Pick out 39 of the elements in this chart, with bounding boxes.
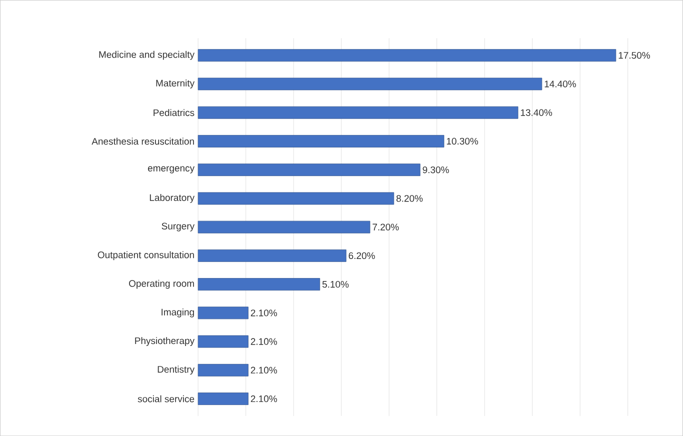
bar	[198, 192, 394, 205]
bar	[198, 78, 542, 90]
data-label: 2.10%	[250, 366, 277, 374]
y-tick-label: emergency	[148, 166, 195, 174]
y-tick-label: Outpatient consultation	[98, 251, 194, 260]
bar	[198, 49, 616, 62]
y-tick-label: Medicine and specialty	[99, 50, 195, 60]
bar	[198, 364, 248, 376]
bar	[198, 306, 248, 320]
data-label: 10.30%	[446, 138, 478, 145]
y-tick-label: Physiotherapy	[135, 337, 195, 346]
bar	[198, 335, 248, 348]
bar	[198, 392, 248, 405]
y-tick-label: Laboratory	[150, 194, 195, 203]
y-tick-label: Surgery	[162, 222, 195, 232]
bar	[198, 164, 420, 176]
bar	[198, 278, 320, 290]
y-tick-label: Maternity	[156, 79, 195, 88]
data-label: 6.20%	[348, 252, 375, 259]
data-label: 13.40%	[520, 109, 552, 116]
bar	[198, 249, 346, 262]
data-label: 17.50%	[618, 52, 650, 59]
bar	[198, 106, 518, 119]
data-label: 2.10%	[250, 395, 277, 402]
data-label: 8.20%	[396, 195, 423, 202]
bar	[198, 134, 444, 148]
data-label: 9.30%	[422, 166, 449, 174]
data-label: 2.10%	[250, 338, 277, 345]
y-tick-label: Dentistry	[158, 366, 195, 375]
data-label: 2.10%	[250, 310, 277, 316]
y-tick-label: Operating room	[129, 280, 194, 289]
data-label: 7.20%	[372, 224, 399, 230]
data-label: 5.10%	[322, 280, 349, 288]
y-tick-label: Imaging	[162, 308, 194, 318]
data-label: 14.40%	[544, 80, 576, 88]
y-tick-label: Anesthesia resuscitation	[92, 138, 194, 145]
bar	[198, 220, 370, 234]
y-tick-label: Pediatrics	[154, 109, 194, 116]
y-tick-label: social service	[138, 395, 194, 402]
